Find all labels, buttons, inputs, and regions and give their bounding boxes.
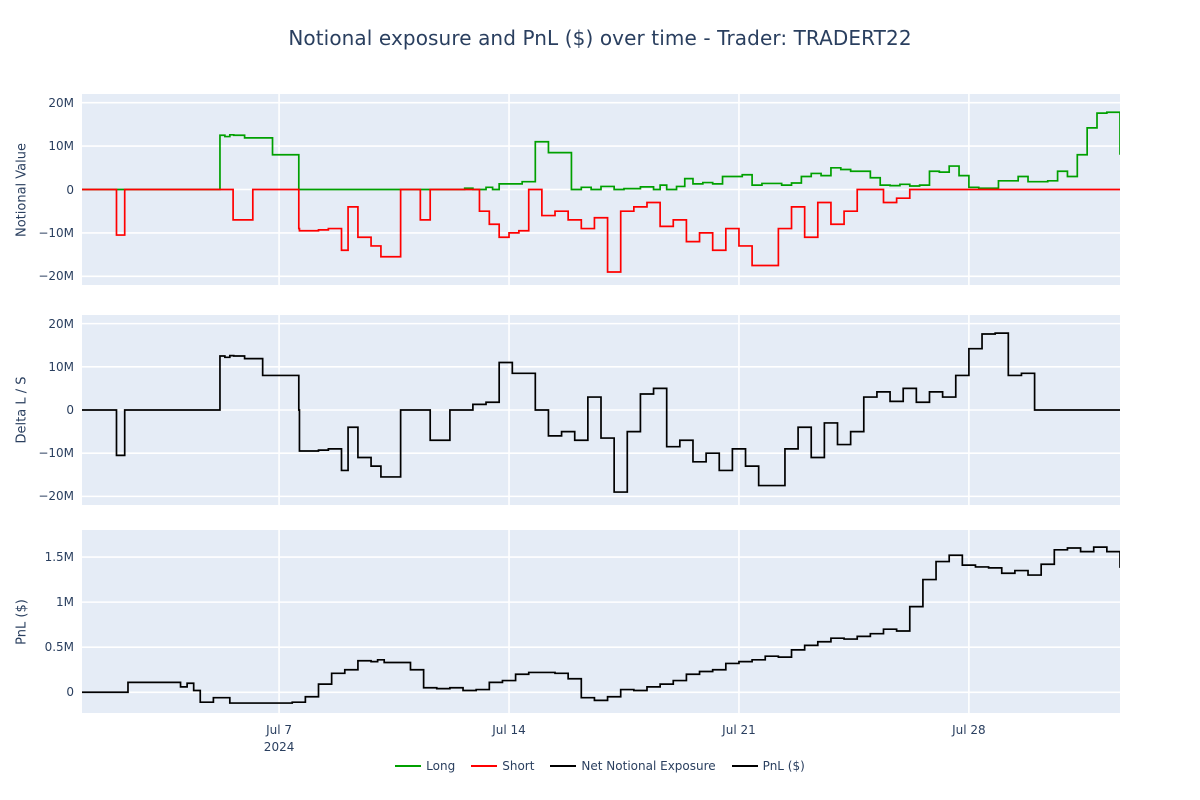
y-tick-label: −20M — [38, 269, 74, 284]
chart-legend: Long Short Net Notional Exposure PnL ($) — [0, 759, 1200, 773]
legend-item-net-notional-exposure[interactable]: Net Notional Exposure — [550, 759, 716, 773]
plot-area-notional-exposure — [82, 94, 1120, 285]
x-tick-label-date: Jul 21 — [722, 723, 756, 737]
y-tick-label: 0 — [66, 403, 74, 417]
x-tick-label-date: Jul 28 — [952, 723, 986, 737]
x-tick-label-year: 2024 — [263, 740, 295, 754]
plot-area-pnl — [82, 530, 1120, 713]
y-tick-label: −10M — [38, 446, 74, 461]
series-line-net-notional-exposure — [82, 333, 1120, 492]
legend-label: Short — [502, 759, 535, 773]
y-tick-label: 20M — [48, 316, 74, 331]
series-line-short — [82, 190, 1120, 272]
y-axis-title-pnl: PnL ($) — [14, 598, 30, 645]
series-line-pnl — [82, 547, 1120, 703]
plot-area-net-notional-exposure — [82, 315, 1120, 505]
legend-item-short[interactable]: Short — [471, 759, 534, 773]
y-axis-title-notional-exposure: Notional Value — [14, 142, 30, 237]
x-tick-label: Jul 7 2024 — [264, 722, 295, 756]
y-tick-label: 0 — [66, 685, 74, 700]
y-tick-label: −20M — [38, 489, 74, 504]
legend-label: PnL ($) — [762, 759, 805, 773]
x-tick-label-date: Jul 14 — [492, 723, 526, 737]
legend-item-long[interactable]: Long — [395, 759, 455, 773]
x-tick-label-date: Jul 7 — [266, 723, 293, 737]
x-tick-label: Jul 28 — [952, 722, 986, 739]
y-tick-label: 0.5M — [44, 640, 74, 655]
y-tick-label: 10M — [48, 139, 74, 154]
x-tick-label: Jul 21 — [722, 722, 756, 739]
series-line-long — [82, 112, 1120, 189]
y-tick-label: −10M — [38, 225, 74, 240]
legend-swatch-icon — [471, 765, 498, 767]
subplot-notional-exposure — [82, 94, 1120, 285]
x-tick-label: Jul 14 — [492, 722, 526, 739]
legend-label: Net Notional Exposure — [581, 759, 716, 773]
subplot-pnl — [82, 530, 1120, 713]
y-tick-label: 1M — [56, 595, 74, 610]
legend-item-pnl[interactable]: PnL ($) — [731, 759, 805, 773]
page-title: Notional exposure and PnL ($) over time … — [288, 26, 912, 50]
y-tick-label: 0 — [66, 182, 74, 197]
legend-swatch-icon — [550, 765, 577, 767]
legend-swatch-icon — [731, 765, 758, 767]
legend-swatch-icon — [395, 765, 422, 767]
legend-label: Long — [426, 759, 456, 773]
y-tick-label: 20M — [48, 95, 74, 110]
y-axis-title-net-notional-exposure: Delta L / S — [14, 376, 30, 444]
y-tick-label: 10M — [48, 359, 74, 374]
subplot-net-notional-exposure — [82, 315, 1120, 505]
y-tick-label: 1.5M — [44, 550, 74, 565]
